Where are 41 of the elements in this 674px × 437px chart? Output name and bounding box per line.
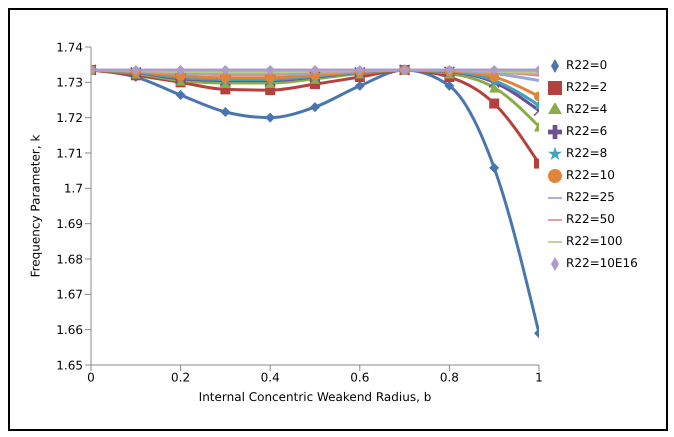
y-tick-label: 1.72	[56, 110, 83, 125]
point	[489, 162, 500, 173]
point	[220, 107, 230, 118]
y-tick-label: 1.67	[56, 288, 83, 302]
y-tick-label: 1.65	[56, 358, 83, 372]
legend-label: R22=0	[566, 58, 608, 72]
y-tick-label: 1.69	[56, 216, 83, 231]
y-tick-label: 1.71	[56, 146, 83, 160]
point	[265, 64, 276, 75]
y-tick-label: 1.68	[56, 252, 83, 266]
x-tick-label: 0.2	[171, 370, 190, 385]
point	[489, 82, 500, 93]
legend-label: R22=25	[566, 190, 615, 204]
point	[265, 112, 276, 123]
legend-label: R22=100	[566, 234, 623, 248]
legend-label: R22=6	[566, 124, 608, 138]
point	[489, 98, 500, 109]
legend-label: R22=8	[566, 146, 608, 160]
point	[489, 64, 500, 75]
legend-label: R22=4	[566, 102, 608, 116]
y-tick-label: 1.7	[64, 182, 83, 196]
point	[310, 64, 320, 75]
legend-label: R22=2	[566, 80, 608, 94]
point	[310, 102, 320, 112]
x-tick-label: 0.4	[260, 370, 280, 385]
x-tick-label: 1	[535, 370, 543, 385]
legend-label: R22=10E16	[566, 256, 638, 270]
y-tick-label: 1.74	[56, 40, 83, 54]
point	[176, 90, 186, 100]
x-tick-label: 0	[87, 370, 95, 385]
y-axis-title: Frequency Parameter, k	[28, 134, 42, 278]
point	[354, 80, 365, 91]
legend-label: R22=50	[566, 212, 615, 226]
x-axis-title: Internal Concentric Weakend Radius, b	[198, 390, 432, 404]
legend-label: R22=10	[566, 168, 615, 182]
point	[488, 76, 500, 88]
y-tick-label: 1.73	[56, 76, 83, 90]
x-tick-label: 0.6	[350, 370, 370, 385]
y-tick-label: 1.66	[56, 322, 83, 337]
x-tick-label: 0.8	[440, 370, 459, 385]
point	[444, 80, 454, 91]
